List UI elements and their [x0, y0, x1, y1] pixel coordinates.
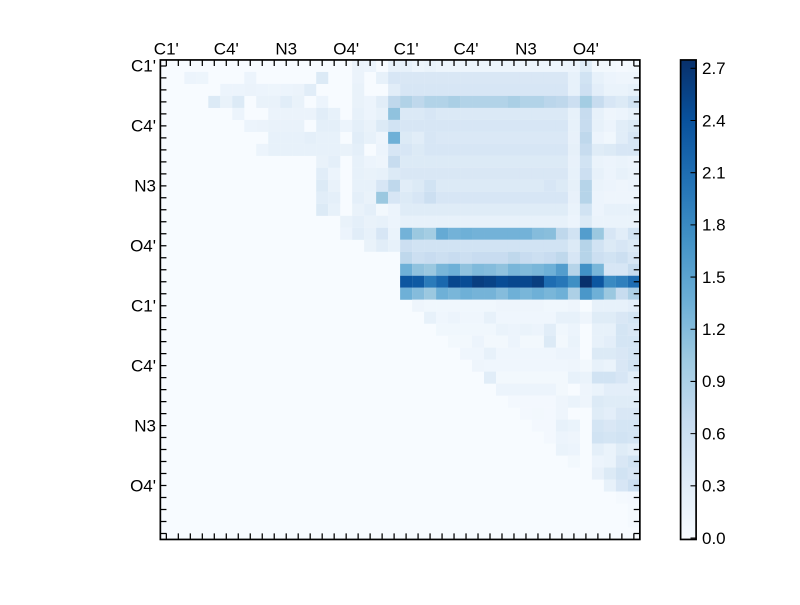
- svg-text:2.1: 2.1: [702, 164, 726, 183]
- svg-text:C4': C4': [454, 40, 479, 59]
- svg-text:0.6: 0.6: [702, 424, 726, 443]
- svg-text:N3: N3: [515, 40, 537, 59]
- svg-text:2.7: 2.7: [702, 59, 726, 78]
- svg-text:O4': O4': [333, 40, 359, 59]
- svg-text:C1': C1': [131, 297, 156, 316]
- svg-text:C4': C4': [214, 40, 239, 59]
- svg-text:1.5: 1.5: [702, 268, 726, 287]
- svg-text:N3: N3: [134, 177, 156, 196]
- svg-text:O4': O4': [130, 476, 156, 495]
- svg-text:O4': O4': [130, 237, 156, 256]
- svg-text:1.8: 1.8: [702, 216, 726, 235]
- svg-text:C1': C1': [154, 40, 179, 59]
- svg-text:C1': C1': [131, 57, 156, 76]
- svg-text:1.2: 1.2: [702, 320, 726, 339]
- svg-text:C4': C4': [131, 117, 156, 136]
- svg-text:N3: N3: [275, 40, 297, 59]
- svg-text:C1': C1': [394, 40, 419, 59]
- svg-text:0.3: 0.3: [702, 477, 726, 496]
- svg-text:N3: N3: [134, 416, 156, 435]
- svg-text:C4': C4': [131, 356, 156, 375]
- svg-text:0.0: 0.0: [702, 529, 726, 548]
- svg-text:0.9: 0.9: [702, 372, 726, 391]
- svg-text:O4': O4': [573, 40, 599, 59]
- svg-text:2.4: 2.4: [702, 111, 726, 130]
